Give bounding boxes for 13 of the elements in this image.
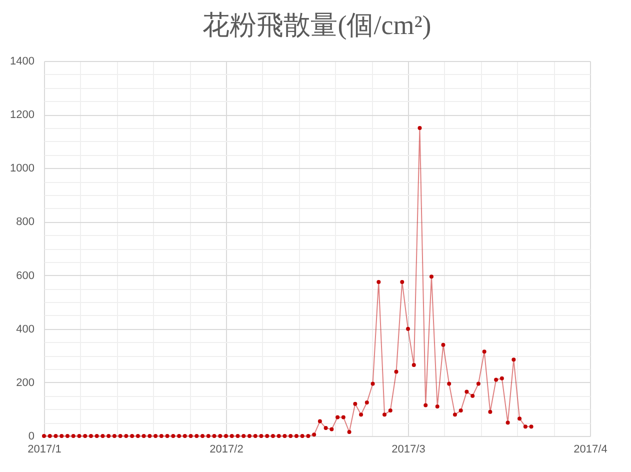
x-tick-label: 2017/2 [210, 444, 244, 456]
x-tick-label: 2017/1 [28, 444, 62, 456]
y-tick-label: 200 [16, 376, 34, 389]
chart-title: 花粉飛散量(個/cm²) [202, 10, 432, 40]
y-tick-label: 0 [28, 430, 34, 442]
x-tick-label: 2017/4 [574, 444, 608, 456]
y-tick-label: 1400 [10, 56, 34, 68]
x-tick-label: 2017/3 [392, 444, 426, 456]
y-tick-label: 800 [16, 216, 34, 228]
y-tick-label: 400 [16, 323, 34, 336]
y-tick-label: 600 [16, 270, 34, 282]
y-tick-label: 1200 [10, 109, 34, 122]
y-tick-label: 1000 [10, 162, 34, 175]
